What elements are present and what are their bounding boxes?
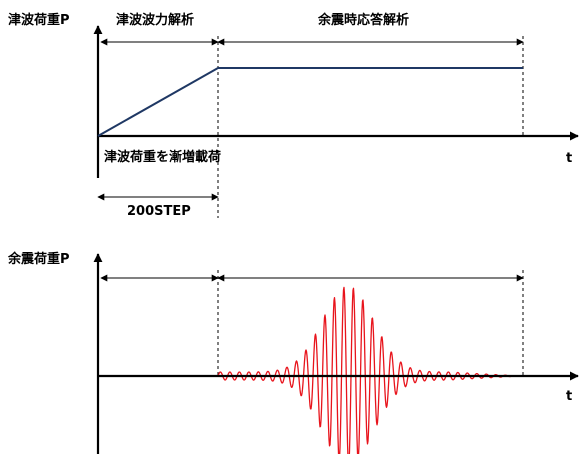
top-time-axis-label: t	[566, 151, 572, 166]
tsunami-analysis-phase-label: 津波波力解析	[116, 12, 194, 28]
top-panel: 津波荷重P 津波波力解析 余震時応答解析 t 津波荷重を漸増載荷 200STEP	[8, 12, 579, 219]
step-count-label: 200STEP	[127, 204, 191, 219]
ramp-load-caption: 津波荷重を漸増載荷	[104, 149, 221, 165]
aftershock-load-axis-label: 余震荷重P	[7, 251, 70, 267]
aftershock-waveform	[217, 286, 521, 459]
bottom-time-axis-label: t	[566, 389, 572, 404]
tsunami-load-axis-label: 津波荷重P	[8, 12, 70, 28]
aftershock-analysis-phase-label: 余震時応答解析	[317, 12, 409, 28]
bottom-panel: 余震荷重P t	[7, 251, 579, 459]
tsunami-load-history-line	[97, 67, 523, 137]
